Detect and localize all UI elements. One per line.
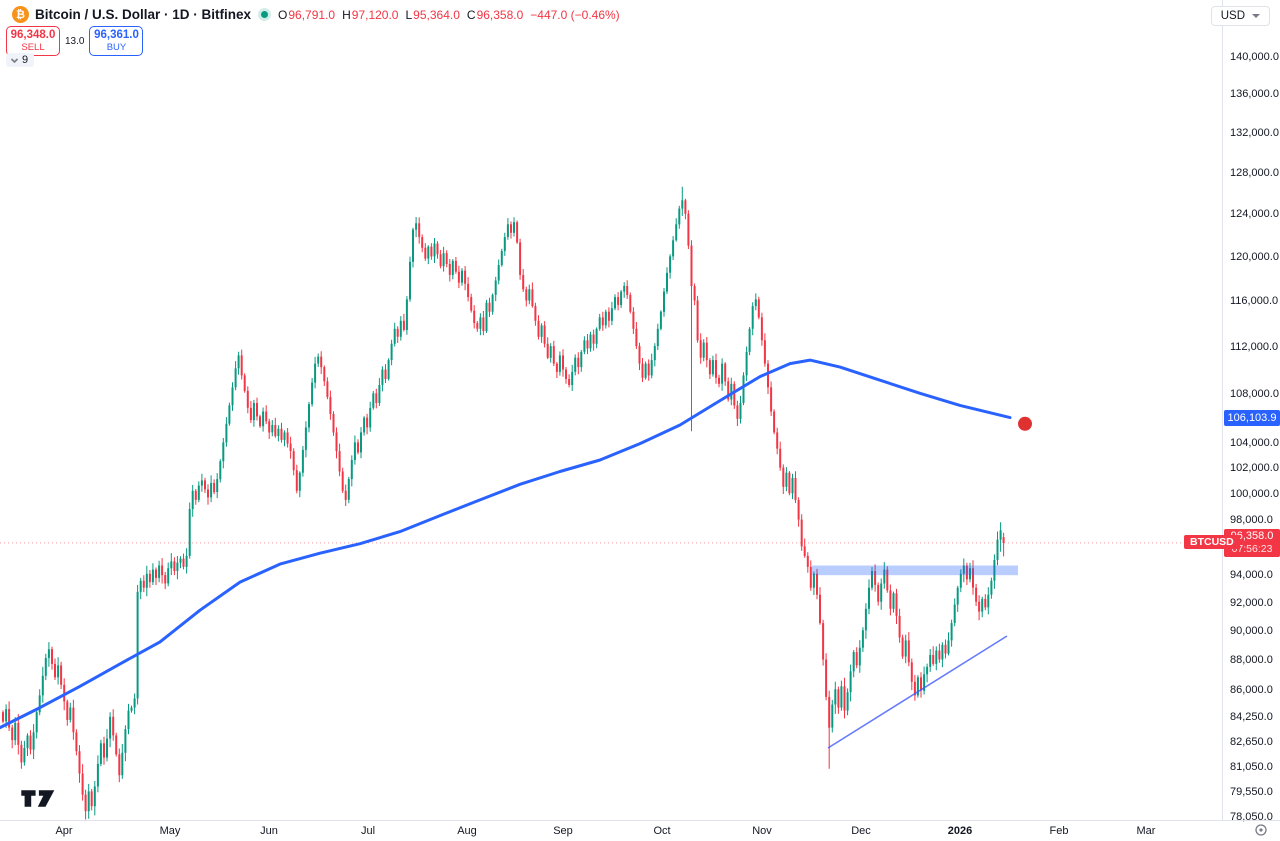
- ohlc-values: O96,791.0 H97,120.0 L95,364.0 C96,358.0 …: [278, 8, 620, 22]
- projection-dot[interactable]: [1018, 416, 1032, 431]
- low-value: 95,364.0: [413, 7, 460, 22]
- trade-widget: 96,348.0 SELL 13.0 96,361.0 BUY: [6, 26, 144, 56]
- high-label: H: [342, 7, 351, 22]
- price-tick: 124,000.0: [1230, 208, 1279, 221]
- currency-selector[interactable]: USD: [1210, 6, 1270, 26]
- time-tick: Feb: [1049, 825, 1069, 837]
- high-value: 97,120.0: [351, 7, 399, 22]
- spread-value: 13.0: [60, 33, 90, 49]
- price-tick: 84,250.0: [1230, 711, 1273, 724]
- last-price-value: 96,358.0: [1230, 529, 1274, 542]
- price-tick: 90,000.0: [1230, 625, 1273, 638]
- time-tick: Apr: [55, 825, 73, 837]
- time-tick: 2026: [947, 825, 973, 837]
- object-count: 9: [22, 54, 29, 66]
- price-tick: 92,000.0: [1230, 596, 1273, 609]
- time-tick: Dec: [851, 825, 871, 837]
- time-tick: Aug: [457, 825, 477, 837]
- open-value: 96,791.0: [288, 7, 336, 22]
- price-tick: 82,650.0: [1230, 736, 1273, 748]
- time-tick: Nov: [752, 825, 772, 837]
- price-tick: 128,000.0: [1230, 167, 1279, 180]
- time-tick: Jul: [360, 825, 376, 837]
- price-tick: 132,000.0: [1230, 127, 1279, 140]
- bar-countdown: 07:56:23: [1231, 542, 1273, 555]
- currency-value: USD: [1220, 10, 1245, 22]
- low-label: L: [405, 7, 413, 22]
- time-tick: Sep: [553, 825, 573, 837]
- candles: [2, 200, 1005, 812]
- sell-button[interactable]: 96,348.0 SELL: [6, 26, 60, 56]
- support-zone[interactable]: [812, 565, 1018, 576]
- price-tick: 116,000.0: [1230, 295, 1279, 308]
- price-tick: 136,000.0: [1230, 88, 1279, 101]
- chart-legend[interactable]: ₿ Bitcoin / U.S. Dollar · 1D · Bitfinex …: [8, 5, 624, 24]
- trendline[interactable]: [827, 635, 1008, 749]
- market-status-icon: [261, 11, 269, 18]
- price-tick: 120,000.0: [1230, 251, 1279, 263]
- chevron-down-icon: [10, 57, 19, 63]
- price-tick: 100,000.0: [1230, 488, 1279, 501]
- sell-label: SELL: [21, 42, 45, 53]
- change-value: −447.0 (−0.46%): [530, 7, 620, 22]
- chart-area[interactable]: 106,103.9 96,358.0 07:56:23 BTCUSD: [0, 0, 1280, 820]
- price-tick: 79,550.0: [1230, 785, 1273, 798]
- price-tick: 88,000.0: [1230, 654, 1273, 667]
- ma-value-label: 106,103.9: [1224, 409, 1280, 426]
- sell-price: 96,348.0: [10, 29, 56, 41]
- price-tick: 98,000.0: [1230, 514, 1273, 527]
- price-tick: 108,000.0: [1230, 388, 1279, 401]
- time-tick: Oct: [653, 825, 671, 837]
- candle-wicks-up: [5, 186, 1002, 819]
- price-tick: 104,000.0: [1230, 437, 1279, 450]
- price-tick: 112,000.0: [1230, 340, 1279, 353]
- time-tick: May: [159, 825, 181, 837]
- ma-line[interactable]: [0, 358, 1012, 730]
- buy-button[interactable]: 96,361.0 BUY: [89, 26, 144, 56]
- price-tick: 81,050.0: [1230, 761, 1273, 774]
- symbol-tag: BTCUSD: [1184, 534, 1240, 549]
- time-axis[interactable]: Apr May Jun Jul Aug Sep Oct Nov Dec 2026 Feb Mar: [0, 820, 1280, 841]
- price-tick: 78,050.0: [1230, 810, 1273, 823]
- price-tick: 140,000.0: [1230, 50, 1279, 63]
- object-tree-toggle[interactable]: 9: [6, 53, 35, 67]
- tradingview-logo[interactable]: [14, 787, 66, 809]
- buy-label: BUY: [106, 42, 127, 53]
- time-tick: Jun: [260, 825, 278, 837]
- bitcoin-logo-icon: ₿: [12, 6, 29, 23]
- buy-price: 96,361.0: [94, 29, 139, 41]
- close-value: 96,358.0: [476, 7, 524, 22]
- price-tick: 86,000.0: [1230, 684, 1273, 697]
- open-label: O: [278, 7, 288, 22]
- price-axis[interactable]: 140,000.0 136,000.0 132,000.0 128,000.0 124,…: [1222, 0, 1280, 823]
- scale-reset-icon[interactable]: [1254, 823, 1268, 837]
- price-tick: 94,000.0: [1230, 568, 1273, 581]
- symbol-title[interactable]: Bitcoin / U.S. Dollar · 1D · Bitfinex: [35, 7, 252, 22]
- close-label: C: [466, 7, 476, 22]
- price-chart[interactable]: [0, 0, 1222, 820]
- chevron-down-icon: [1252, 14, 1260, 18]
- price-tick: 102,000.0: [1230, 462, 1279, 475]
- candle-wicks-down: [2, 198, 1005, 820]
- time-tick: Mar: [1136, 825, 1156, 837]
